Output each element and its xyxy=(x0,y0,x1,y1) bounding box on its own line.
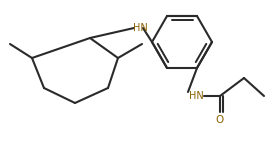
Text: HN: HN xyxy=(188,91,203,101)
Text: HN: HN xyxy=(133,23,148,33)
Text: O: O xyxy=(216,115,224,125)
